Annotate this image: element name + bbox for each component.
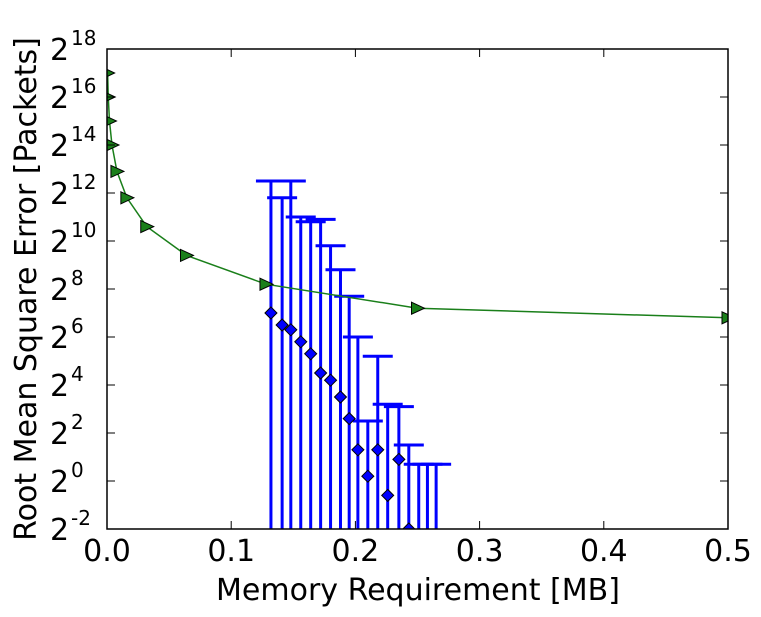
x-tick-label: 0.5 xyxy=(704,534,752,569)
y-tick-exponent: 12 xyxy=(71,170,96,194)
diamond-marker xyxy=(303,347,318,361)
diamond-marker xyxy=(361,469,375,483)
diamond-marker xyxy=(275,318,289,332)
triangle-marker xyxy=(120,191,136,205)
x-tick-label: 0.0 xyxy=(83,534,131,569)
y-tick-label: 2 10 xyxy=(50,218,96,260)
y-axis-label: Root Mean Square Error [Packets] xyxy=(9,37,44,541)
triangle-marker xyxy=(721,311,728,325)
triangle-marker xyxy=(411,301,426,315)
y-tick-base: 2 xyxy=(50,177,69,212)
diamond-marker xyxy=(371,443,385,457)
y-tick-base: 2 xyxy=(50,513,69,548)
y-tick-exponent: 10 xyxy=(71,218,96,242)
diamond-marker xyxy=(392,452,406,467)
y-tick-base: 2 xyxy=(50,129,69,164)
y-tick-exponent: 4 xyxy=(71,362,84,386)
triangle-marker xyxy=(107,68,116,78)
y-tick-base: 2 xyxy=(50,417,69,452)
y-tick-exponent: 16 xyxy=(71,74,96,98)
y-tick-exponent: 2 xyxy=(71,410,84,434)
x-tick-label: 0.1 xyxy=(207,534,255,569)
x-axis-label: Memory Requirement [MB] xyxy=(216,573,620,608)
y-tick-label: 2 18 xyxy=(50,26,96,68)
y-tick-base: 2 xyxy=(50,321,69,356)
y-tick-base: 2 xyxy=(50,225,69,260)
triangle-marker xyxy=(110,164,126,179)
y-tick-exponent: 14 xyxy=(71,122,96,146)
y-tick-label: 2 16 xyxy=(50,74,96,116)
diamond-marker xyxy=(380,488,395,503)
series-line xyxy=(107,72,728,319)
diamond-marker xyxy=(284,323,298,337)
triangle-marker xyxy=(107,116,118,126)
y-tick-exponent: -2 xyxy=(71,506,91,530)
x-tick-label: 0.4 xyxy=(580,534,628,569)
y-tick-base: 2 xyxy=(50,369,69,404)
y-tick-exponent: 0 xyxy=(71,458,84,482)
diamond-marker xyxy=(351,443,365,457)
y-tick-base: 2 xyxy=(50,81,69,116)
y-tick-base: 2 xyxy=(50,33,69,68)
triangle-marker xyxy=(179,248,195,263)
triangle-marker xyxy=(259,277,275,291)
y-tick-exponent: 18 xyxy=(71,26,96,50)
y-tick-label: 2 -2 xyxy=(50,506,91,548)
diamond-marker xyxy=(402,522,416,529)
triangle-marker xyxy=(140,219,155,234)
diamond-marker xyxy=(333,390,348,404)
diamond-marker xyxy=(264,306,278,320)
diamond-marker xyxy=(294,335,308,349)
y-tick-exponent: 6 xyxy=(71,314,84,338)
y-tick-exponent: 8 xyxy=(71,266,84,290)
plot-layer xyxy=(107,68,728,529)
y-tick-base: 2 xyxy=(50,465,69,500)
y-tick-label: 2 14 xyxy=(50,122,96,164)
x-tick-label: 0.2 xyxy=(332,534,380,569)
diamond-marker xyxy=(342,411,356,426)
ticks-layer: 0.0 0.1 0.2 0.3 0.4 0.52 -22 02 22 42 62 82 102 122 14… xyxy=(50,26,752,569)
x-tick-label: 0.3 xyxy=(456,534,504,569)
plot-frame xyxy=(106,48,729,530)
y-tick-base: 2 xyxy=(50,273,69,308)
diamond-marker xyxy=(323,373,338,387)
y-tick-label: 2 12 xyxy=(50,170,96,212)
diamond-marker xyxy=(313,366,328,380)
